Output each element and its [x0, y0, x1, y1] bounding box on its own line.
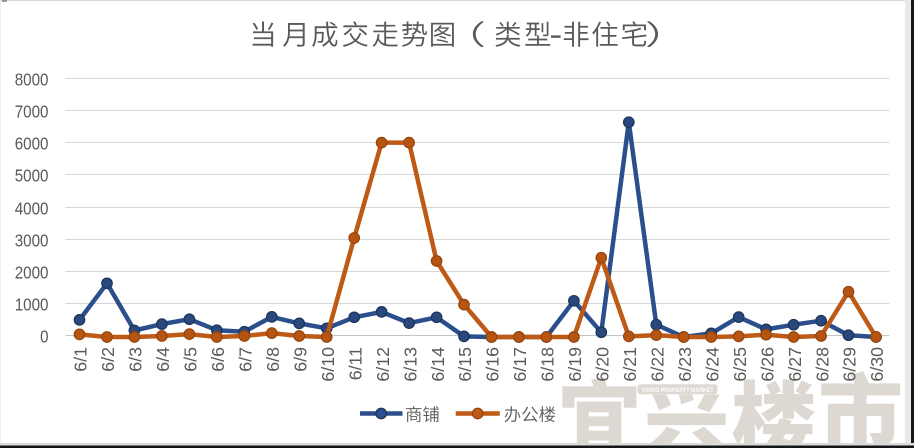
svg-text:3000: 3000	[15, 230, 49, 250]
svg-text:6/7: 6/7	[236, 347, 256, 372]
svg-text:6/30: 6/30	[867, 347, 887, 382]
svg-text:6/25: 6/25	[730, 347, 750, 382]
svg-text:6/11: 6/11	[345, 347, 365, 380]
svg-text:6/3: 6/3	[126, 347, 146, 372]
svg-text:6/26: 6/26	[757, 347, 777, 382]
svg-text:6000: 6000	[15, 133, 49, 153]
svg-text:6/10: 6/10	[318, 347, 338, 382]
svg-text:8000: 8000	[15, 69, 49, 89]
svg-text:6/15: 6/15	[455, 347, 475, 382]
svg-text:6/9: 6/9	[290, 347, 310, 372]
svg-text:6/4: 6/4	[153, 347, 173, 372]
svg-text:6/19: 6/19	[565, 347, 585, 382]
svg-text:4000: 4000	[15, 198, 49, 218]
svg-text:6/29: 6/29	[840, 347, 860, 382]
svg-text:6/23: 6/23	[675, 347, 695, 382]
svg-text:6/12: 6/12	[373, 347, 393, 382]
svg-text:6/1: 6/1	[71, 347, 91, 372]
svg-text:6/6: 6/6	[208, 347, 228, 372]
svg-text:7000: 7000	[15, 101, 49, 121]
svg-text:5000: 5000	[15, 165, 49, 185]
svg-text:6/2: 6/2	[98, 347, 118, 372]
svg-text:6/21: 6/21	[620, 347, 640, 382]
svg-text:6/14: 6/14	[428, 347, 448, 382]
svg-text:6/20: 6/20	[593, 347, 613, 382]
svg-text:6/8: 6/8	[263, 347, 283, 372]
svg-text:6/16: 6/16	[483, 347, 503, 382]
svg-text:6/24: 6/24	[702, 347, 722, 382]
svg-text:6/28: 6/28	[812, 347, 832, 382]
svg-text:6/22: 6/22	[648, 347, 668, 382]
svg-text:1000: 1000	[15, 294, 49, 314]
svg-text:YIXING PROPERTY MARKET: YIXING PROPERTY MARKET	[642, 387, 714, 394]
svg-text:6/17: 6/17	[510, 347, 530, 382]
svg-text:0: 0	[40, 326, 48, 346]
svg-text:6/5: 6/5	[181, 347, 201, 372]
svg-text:6/18: 6/18	[538, 347, 558, 382]
svg-text:6/27: 6/27	[785, 347, 805, 382]
svg-text:2000: 2000	[15, 262, 49, 282]
svg-text:6/13: 6/13	[400, 347, 420, 382]
